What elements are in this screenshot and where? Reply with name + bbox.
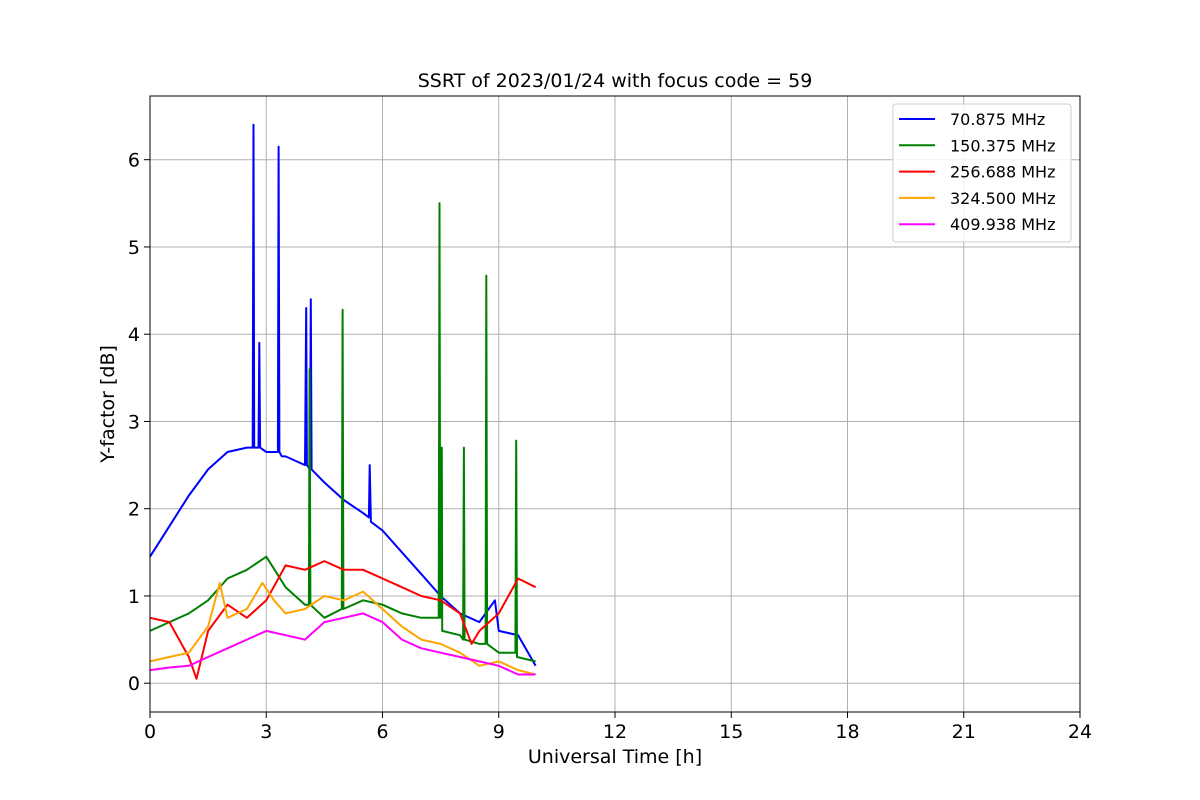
x-tick-label: 0 bbox=[144, 721, 156, 743]
x-axis-title: Universal Time [h] bbox=[528, 746, 702, 768]
x-tick-label: 12 bbox=[603, 721, 627, 743]
legend-box bbox=[892, 103, 1072, 243]
legend-label: 409.938 MHz bbox=[950, 215, 1055, 234]
legend-label: 256.688 MHz bbox=[950, 163, 1055, 182]
series-line-2 bbox=[149, 560, 537, 680]
legend-label: 70.875 MHz bbox=[950, 110, 1045, 129]
grid bbox=[149, 96, 1081, 712]
y-tick-label: 5 bbox=[128, 237, 140, 259]
series-line-4 bbox=[149, 612, 536, 676]
y-tick-label: 2 bbox=[128, 499, 140, 521]
chart-title: SSRT of 2023/01/24 with focus code = 59 bbox=[418, 70, 813, 92]
legend-label: 324.500 MHz bbox=[950, 189, 1055, 208]
y-tick-label: 0 bbox=[128, 673, 140, 695]
x-tick-label: 9 bbox=[493, 721, 505, 743]
x-tick-label: 24 bbox=[1068, 721, 1092, 743]
y-tick-label: 1 bbox=[128, 586, 140, 608]
x-tick-label: 21 bbox=[952, 721, 976, 743]
series-layer bbox=[149, 123, 537, 680]
legend-label: 150.375 MHz bbox=[950, 136, 1055, 155]
x-tick-label: 3 bbox=[260, 721, 272, 743]
y-axis-title: Y-factor [dB] bbox=[97, 345, 119, 464]
series-line-0 bbox=[149, 123, 537, 667]
x-tick-label: 18 bbox=[835, 721, 859, 743]
series-line-1 bbox=[149, 202, 536, 663]
legend: 70.875 MHz 150.375 MHz 256.688 MHz 324.500 … bbox=[892, 103, 1072, 243]
y-tick-label: 3 bbox=[128, 411, 140, 433]
y-tick-label: 4 bbox=[128, 324, 140, 346]
y-tick-label: 6 bbox=[128, 150, 140, 172]
series-line-3 bbox=[149, 581, 536, 676]
x-tick-label: 6 bbox=[376, 721, 388, 743]
x-tick-label: 15 bbox=[719, 721, 743, 743]
